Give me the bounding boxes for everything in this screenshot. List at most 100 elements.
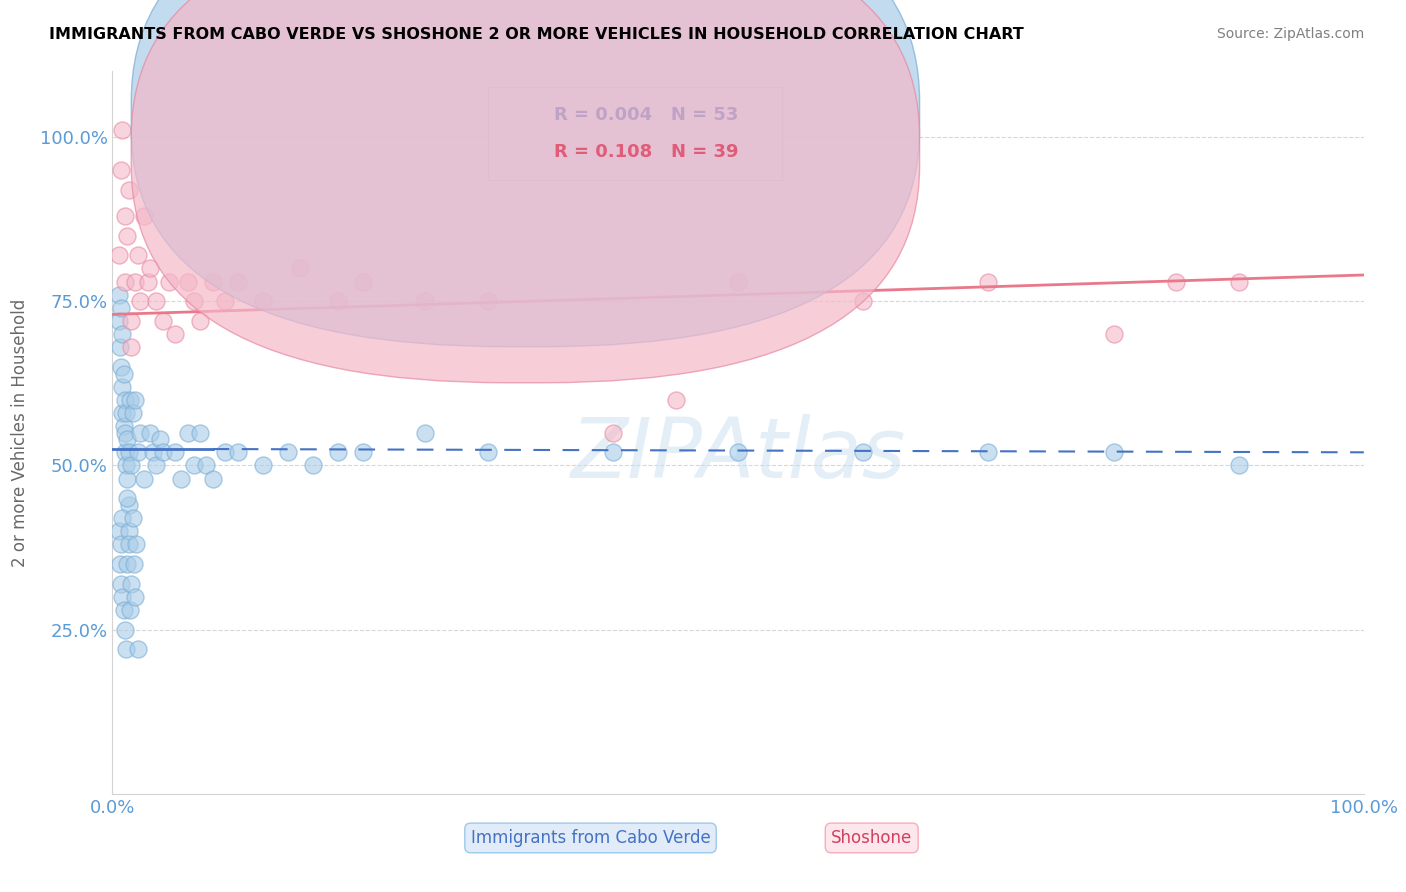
Point [110, 359, 132, 374]
Point [226, 275, 249, 289]
Point [120, 576, 142, 591]
Point [477, 294, 499, 309]
Text: IMMIGRANTS FROM CABO VERDE VS SHOSHONE 2 OR MORE VEHICLES IN HOUSEHOLD CORRELATI: IMMIGRANTS FROM CABO VERDE VS SHOSHONE 2… [49, 27, 1024, 42]
Point [118, 524, 141, 538]
Point [252, 294, 274, 309]
Text: Source: ZipAtlas.com: Source: ZipAtlas.com [1216, 27, 1364, 41]
Point [127, 642, 149, 657]
Point [124, 392, 146, 407]
Point [176, 275, 198, 289]
Point [152, 314, 174, 328]
Point [139, 261, 162, 276]
Point [115, 406, 138, 420]
Point [477, 445, 499, 459]
Point [252, 458, 274, 473]
Point [122, 557, 145, 571]
Point [114, 209, 136, 223]
Point [118, 445, 141, 459]
Point [277, 445, 299, 459]
Point [112, 419, 135, 434]
Point [226, 445, 249, 459]
Point [132, 209, 155, 223]
Point [352, 445, 374, 459]
Text: ZIPAtlas: ZIPAtlas [571, 414, 905, 495]
Point [664, 392, 686, 407]
Point [1102, 445, 1125, 459]
Point [352, 275, 374, 289]
Point [301, 458, 323, 473]
Point [114, 445, 136, 459]
Point [127, 445, 149, 459]
Point [111, 511, 134, 525]
Point [413, 294, 436, 309]
Text: Immigrants from Cabo Verde: Immigrants from Cabo Verde [471, 829, 710, 847]
Point [108, 557, 131, 571]
Point [111, 590, 134, 604]
Point [145, 458, 167, 473]
FancyBboxPatch shape [131, 0, 920, 347]
Point [110, 162, 132, 177]
Point [852, 294, 875, 309]
Point [145, 294, 167, 309]
Point [602, 425, 624, 440]
Point [111, 327, 134, 342]
Point [125, 537, 148, 551]
Point [201, 472, 224, 486]
Point [152, 445, 174, 459]
Point [114, 623, 136, 637]
Point [114, 425, 136, 440]
Point [107, 314, 129, 328]
Point [118, 603, 141, 617]
Point [290, 261, 312, 276]
Point [117, 228, 139, 243]
Point [107, 287, 129, 301]
Point [121, 511, 143, 525]
Point [727, 445, 749, 459]
Point [117, 557, 139, 571]
Point [214, 294, 236, 309]
Point [141, 445, 163, 459]
Point [120, 458, 142, 473]
FancyBboxPatch shape [131, 0, 920, 383]
Point [201, 275, 224, 289]
Point [117, 432, 139, 446]
Point [1102, 327, 1125, 342]
Point [121, 406, 143, 420]
Point [977, 445, 1000, 459]
Point [107, 524, 129, 538]
Point [163, 327, 186, 342]
Point [129, 294, 152, 309]
Point [118, 498, 141, 512]
Point [118, 183, 141, 197]
Point [112, 603, 135, 617]
Point [852, 445, 875, 459]
Y-axis label: 2 or more Vehicles in Household: 2 or more Vehicles in Household [10, 299, 28, 566]
Point [157, 275, 180, 289]
Point [111, 123, 134, 137]
Point [183, 294, 205, 309]
Point [163, 445, 186, 459]
Point [176, 425, 198, 440]
Point [139, 425, 162, 440]
Point [149, 432, 172, 446]
Point [118, 537, 141, 551]
Point [214, 445, 236, 459]
Point [107, 248, 129, 262]
Point [110, 576, 132, 591]
Point [195, 458, 218, 473]
Point [1227, 275, 1250, 289]
Point [326, 294, 349, 309]
Point [114, 275, 136, 289]
Point [127, 248, 149, 262]
Point [115, 458, 138, 473]
Point [108, 340, 131, 354]
Point [727, 275, 749, 289]
Point [129, 425, 152, 440]
FancyBboxPatch shape [488, 87, 782, 180]
Point [118, 392, 141, 407]
Text: R = 0.004   N = 53: R = 0.004 N = 53 [554, 106, 738, 124]
Point [136, 275, 159, 289]
Point [115, 642, 138, 657]
Point [413, 425, 436, 440]
Point [977, 275, 1000, 289]
